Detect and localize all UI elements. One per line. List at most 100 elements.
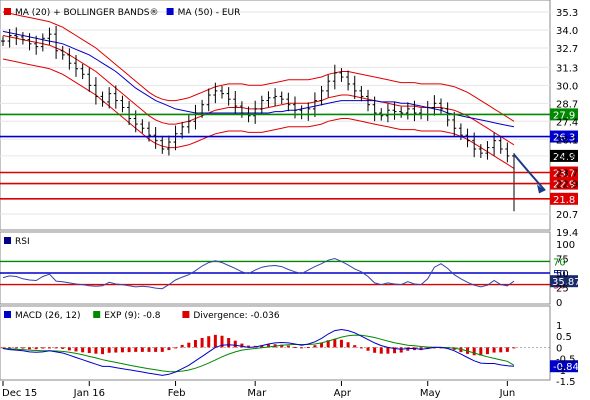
divergence-bar: [47, 347, 51, 349]
price-level-badge: [550, 149, 578, 162]
divergence-bar: [127, 347, 131, 353]
macd-tick-label: -1.5: [556, 377, 576, 388]
rsi-tick-label: 75: [556, 255, 569, 266]
divergence-bar: [193, 340, 197, 348]
legend-label: RSI: [15, 237, 30, 247]
divergence-bar: [200, 337, 204, 348]
price-tick-label: 26.1: [556, 135, 578, 146]
divergence-bar: [94, 347, 98, 354]
divergence-bar: [260, 345, 264, 348]
legend-label: EXP (9): -0.8: [104, 311, 161, 321]
divergence-bar: [399, 347, 403, 353]
divergence-bar: [353, 345, 357, 348]
price-tick-label: 35.3: [556, 8, 578, 19]
price-level-label: 22.9: [553, 180, 575, 191]
divergence-bar: [8, 347, 12, 349]
divergence-bar: [147, 347, 151, 352]
price-level-label: 23.7: [553, 169, 575, 180]
divergence-bar: [87, 347, 91, 353]
divergence-bar: [233, 340, 237, 348]
divergence-bar: [320, 342, 324, 348]
divergence-bar: [505, 347, 509, 352]
divergence-bar: [386, 347, 390, 354]
divergence-bar: [499, 347, 503, 353]
divergence-bar: [306, 346, 310, 348]
divergence-bar: [101, 347, 105, 355]
divergence-bar: [1, 347, 5, 349]
price-tick-label: 31.3: [556, 63, 578, 74]
divergence-bar: [280, 344, 284, 348]
divergence-bar: [313, 345, 317, 348]
price-level-badge: [550, 177, 578, 190]
bollinger-upper-line: [2, 11, 515, 122]
rsi-tick-label: 100: [556, 240, 575, 251]
macd-tick-label: 0.5: [556, 332, 572, 343]
divergence-bar: [379, 347, 383, 354]
price-tick-label: 34.0: [556, 26, 578, 37]
divergence-bar: [286, 345, 290, 348]
legend-label: Divergence: -0.036: [193, 311, 279, 321]
forecast-arrowhead: [537, 184, 545, 194]
divergence-bar: [180, 344, 184, 348]
macd-last-badge: [550, 360, 578, 373]
x-tick-label: Feb: [168, 388, 186, 399]
macd-last-label: -0.84: [553, 362, 579, 373]
price-tick-label: 32.7: [556, 44, 578, 55]
divergence-bar: [346, 342, 350, 348]
divergence-bar: [492, 347, 496, 353]
legend-label: MA (20) + BOLLINGER BANDS®: [15, 8, 159, 18]
rsi-last-badge: [550, 275, 578, 288]
divergence-bar: [67, 347, 71, 351]
price-level-label: 26.3: [553, 133, 575, 144]
macd-tick-label: -1: [556, 366, 566, 377]
divergence-bar: [154, 347, 158, 352]
divergence-bar: [479, 347, 483, 356]
price-level-badge: [550, 166, 578, 179]
price-level-badge: [550, 130, 578, 143]
price-level-badge: [550, 192, 578, 205]
divergence-bar: [81, 347, 85, 353]
macd-tick-label: -0.5: [556, 355, 576, 366]
macd-signal-line: [2, 334, 515, 373]
x-tick-label: Apr: [334, 388, 352, 399]
divergence-bar: [140, 347, 144, 352]
forecast-arrow: [513, 153, 546, 192]
divergence-bar: [28, 347, 32, 350]
x-tick-label: Mar: [247, 388, 267, 399]
macd-panel: -0.84 10.50-0.5-1-1.5 MACD (26, 12) EXP (…: [0, 305, 579, 388]
divergence-bar: [107, 347, 111, 353]
divergence-bar: [326, 340, 330, 348]
x-axis: Dec 15 Jan 16 Feb Mar Apr May Jun: [2, 381, 515, 399]
legend-swatch: [4, 8, 11, 15]
divergence-bar: [472, 347, 476, 356]
divergence-bar: [240, 343, 244, 348]
divergence-bar: [293, 346, 297, 348]
price-tick-label: 22.9: [556, 180, 578, 191]
divergence-bar: [74, 347, 78, 352]
divergence-bar: [220, 335, 224, 348]
legend-label: MACD (26, 12): [15, 311, 81, 321]
divergence-bar: [54, 347, 58, 349]
divergence-bar: [485, 347, 489, 355]
legend-label: MA (50) - EUR: [178, 8, 241, 18]
divergence-bar: [174, 347, 178, 349]
price-level-label: 24.9: [553, 152, 575, 163]
legend-swatch: [4, 311, 11, 318]
divergence-bar: [339, 339, 343, 348]
divergence-bar: [160, 347, 164, 352]
divergence-bar: [300, 347, 304, 349]
divergence-bar: [366, 347, 370, 351]
rsi-last-label: 35.87: [552, 277, 581, 288]
rsi-line: [2, 257, 515, 290]
divergence-bar: [373, 347, 377, 353]
legend-swatch: [93, 311, 101, 318]
divergence-bar: [207, 336, 211, 348]
price-tick-label: 27.4: [556, 117, 578, 128]
x-tick-label: Jun: [499, 388, 516, 399]
x-tick-label: May: [420, 388, 441, 399]
divergence-bar: [167, 347, 171, 351]
macd-tick-label: 1: [556, 321, 562, 332]
rsi-level-label: 50: [553, 269, 566, 280]
